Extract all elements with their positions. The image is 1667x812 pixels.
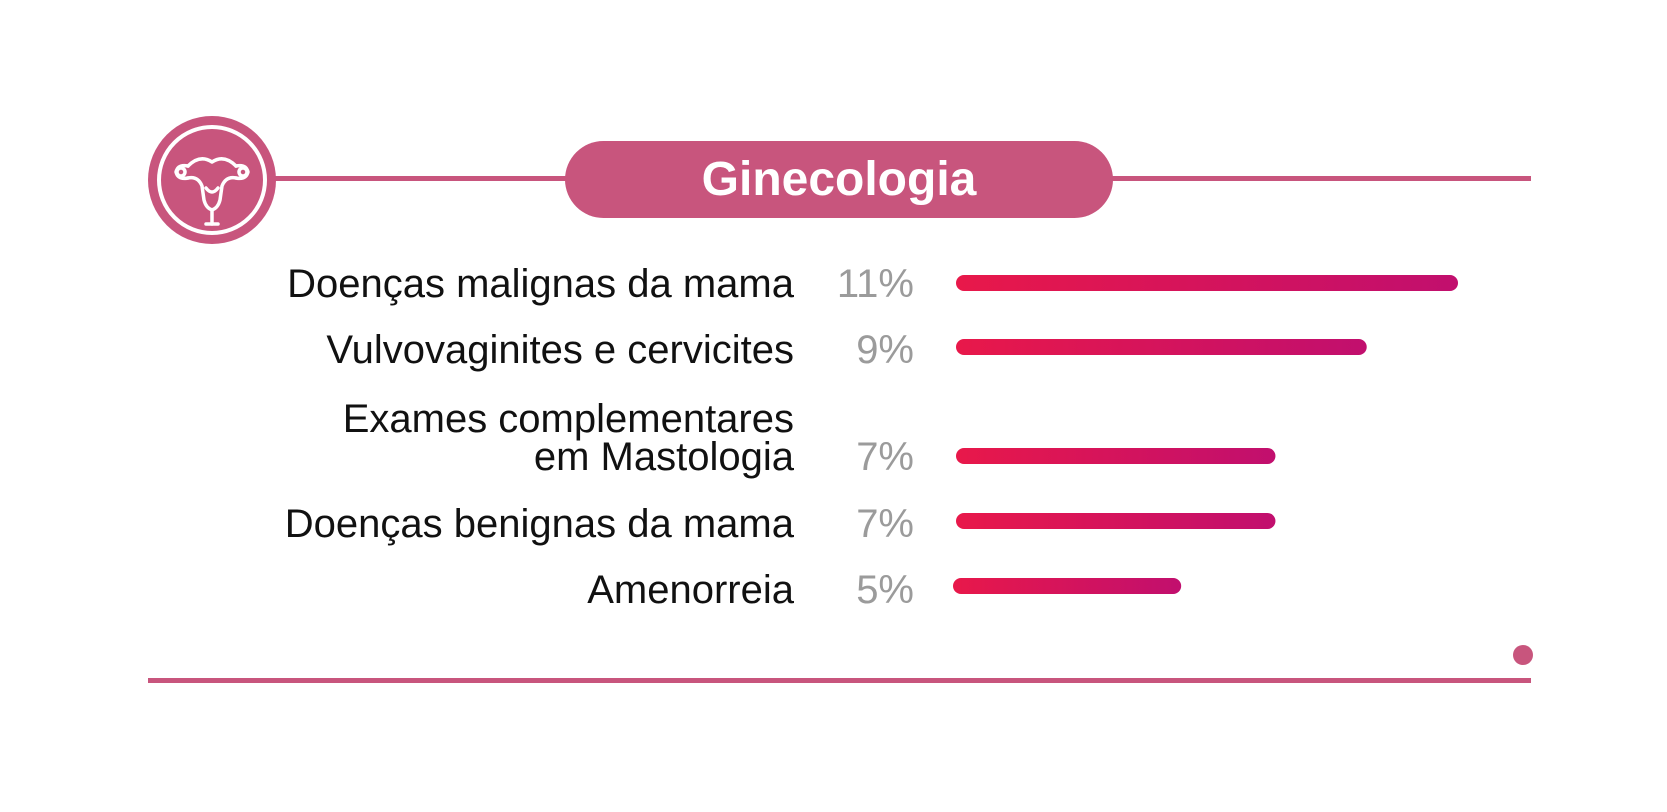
footer-rule [148, 678, 1531, 683]
bar-1 [956, 275, 1458, 291]
row-value-2: 9% [856, 328, 914, 372]
row-label-3: Exames complementares em Mastologia [342, 397, 794, 479]
row-value-3: 7% [856, 435, 914, 479]
chart-title: Ginecologia [565, 141, 1113, 218]
row-label-1: Doenças malignas da mama [287, 262, 794, 306]
uterus-icon [148, 116, 276, 244]
row-label-4: Doenças benignas da mama [284, 502, 794, 546]
row-value-1: 11% [836, 262, 914, 306]
bar-5 [953, 578, 1182, 594]
row-label-5: Amenorreia [587, 568, 794, 612]
bar-2 [956, 339, 1367, 355]
footer-dot [1513, 645, 1533, 665]
bar-4 [956, 513, 1276, 529]
header-rule-left [270, 176, 570, 181]
header-rule-right [1108, 176, 1531, 181]
row-value-4: 7% [856, 502, 914, 546]
bar-3 [956, 448, 1276, 464]
row-label-2: Vulvovaginites e cervicites [326, 328, 794, 372]
row-value-5: 5% [856, 568, 914, 612]
